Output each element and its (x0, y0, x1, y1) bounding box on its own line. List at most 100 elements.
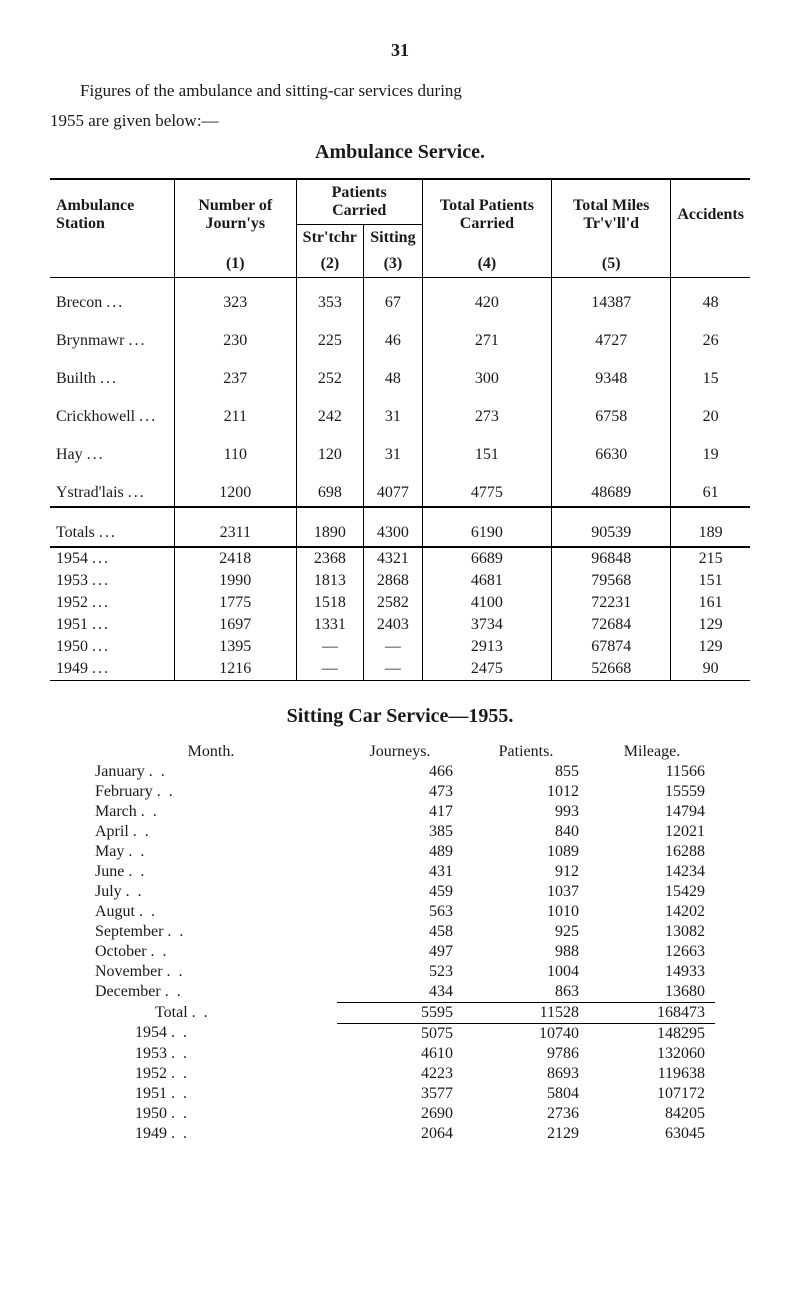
totals-accidents: 189 (671, 507, 750, 547)
sitting-total-label: Total . . (85, 1002, 337, 1023)
station-sitting: 31 (364, 392, 423, 430)
table-row: February . . 473 1012 15559 (85, 782, 715, 802)
table-row: 1950 ... 1395 — — 2913 67874 129 (50, 636, 750, 658)
header-accidents: Accidents (671, 179, 750, 251)
year-accidents: 215 (671, 547, 750, 570)
month-patients: 988 (463, 942, 589, 962)
table-row: November . . 523 1004 14933 (85, 962, 715, 982)
station-miles: 14387 (552, 277, 671, 316)
station-sitting: 4077 (364, 468, 423, 507)
month-journeys: 385 (337, 822, 463, 842)
table-row: 1953 . . 4610 9786 132060 (85, 1044, 715, 1064)
station-miles: 4727 (552, 316, 671, 354)
station-miles: 9348 (552, 354, 671, 392)
table-row: 1951 ... 1697 1331 2403 3734 72684 129 (50, 614, 750, 636)
month-patients: 1004 (463, 962, 589, 982)
year-accidents: 129 (671, 614, 750, 636)
table-row: Crickhowell ... 211 242 31 273 6758 20 (50, 392, 750, 430)
year-miles: 79568 (552, 570, 671, 592)
station-name: Builth ... (50, 354, 174, 392)
table-row: Brecon ... 323 353 67 420 14387 48 (50, 277, 750, 316)
year-strtchr: — (296, 636, 363, 658)
year-sitting: 4321 (364, 547, 423, 570)
totals-patients: 6190 (422, 507, 551, 547)
table-row: 1950 . . 2690 2736 84205 (85, 1104, 715, 1124)
sitting-year-journeys: 4610 (337, 1044, 463, 1064)
station-journeys: 110 (174, 430, 296, 468)
table-row: 1951 . . 3577 5804 107172 (85, 1084, 715, 1104)
year-strtchr: — (296, 658, 363, 681)
month-name: March . . (85, 802, 337, 822)
sitting-header-patients: Patients. (463, 742, 589, 762)
month-mileage: 14234 (589, 862, 715, 882)
month-patients: 863 (463, 982, 589, 1003)
station-journeys: 323 (174, 277, 296, 316)
table-row: Augut . . 563 1010 14202 (85, 902, 715, 922)
station-strtchr: 252 (296, 354, 363, 392)
year-name: 1952 ... (50, 592, 174, 614)
station-patients: 273 (422, 392, 551, 430)
station-sitting: 31 (364, 430, 423, 468)
month-patients: 840 (463, 822, 589, 842)
month-journeys: 458 (337, 922, 463, 942)
sitting-year-journeys: 5075 (337, 1023, 463, 1044)
header-total-patients: Total Patients Carried (422, 179, 551, 251)
sitting-year-mileage: 84205 (589, 1104, 715, 1124)
table-row: 1952 ... 1775 1518 2582 4100 72231 161 (50, 592, 750, 614)
month-name: April . . (85, 822, 337, 842)
table-row: Brynmawr ... 230 225 46 271 4727 26 (50, 316, 750, 354)
month-mileage: 13082 (589, 922, 715, 942)
station-name: Hay ... (50, 430, 174, 468)
year-name: 1954 ... (50, 547, 174, 570)
sitting-year-mileage: 107172 (589, 1084, 715, 1104)
month-journeys: 497 (337, 942, 463, 962)
month-journeys: 417 (337, 802, 463, 822)
month-patients: 993 (463, 802, 589, 822)
year-miles: 52668 (552, 658, 671, 681)
month-mileage: 15559 (589, 782, 715, 802)
station-sitting: 46 (364, 316, 423, 354)
year-sitting: 2868 (364, 570, 423, 592)
sitting-year-journeys: 3577 (337, 1084, 463, 1104)
sitting-year-patients: 5804 (463, 1084, 589, 1104)
totals-miles: 90539 (552, 507, 671, 547)
year-journeys: 1697 (174, 614, 296, 636)
month-journeys: 434 (337, 982, 463, 1003)
month-patients: 1089 (463, 842, 589, 862)
sitting-year-patients: 8693 (463, 1064, 589, 1084)
month-patients: 912 (463, 862, 589, 882)
station-journeys: 237 (174, 354, 296, 392)
table-row: May . . 489 1089 16288 (85, 842, 715, 862)
station-accidents: 20 (671, 392, 750, 430)
header-patients-carried: Patients Carried (296, 179, 422, 225)
header-total-miles: Total Miles Tr'v'll'd (552, 179, 671, 251)
station-patients: 271 (422, 316, 551, 354)
header-journeys: Number of Journ'ys (174, 179, 296, 251)
month-name: July . . (85, 882, 337, 902)
month-journeys: 459 (337, 882, 463, 902)
station-journeys: 230 (174, 316, 296, 354)
month-name: May . . (85, 842, 337, 862)
station-name: Brynmawr ... (50, 316, 174, 354)
sitting-year-patients: 9786 (463, 1044, 589, 1064)
station-accidents: 48 (671, 277, 750, 316)
year-miles: 96848 (552, 547, 671, 570)
station-miles: 48689 (552, 468, 671, 507)
month-journeys: 431 (337, 862, 463, 882)
month-mileage: 13680 (589, 982, 715, 1003)
year-accidents: 161 (671, 592, 750, 614)
sitting-year-name: 1949 . . (85, 1124, 337, 1144)
sitting-header-journeys: Journeys. (337, 742, 463, 762)
intro-line-2: 1955 are given below:— (50, 109, 750, 133)
header-sitting: Sitting (364, 224, 423, 251)
sitting-header-mileage: Mileage. (589, 742, 715, 762)
sitting-year-name: 1951 . . (85, 1084, 337, 1104)
col-1: (1) (174, 251, 296, 278)
month-name: September . . (85, 922, 337, 942)
month-mileage: 15429 (589, 882, 715, 902)
year-sitting: — (364, 658, 423, 681)
month-name: November . . (85, 962, 337, 982)
year-name: 1953 ... (50, 570, 174, 592)
station-miles: 6630 (552, 430, 671, 468)
station-sitting: 67 (364, 277, 423, 316)
